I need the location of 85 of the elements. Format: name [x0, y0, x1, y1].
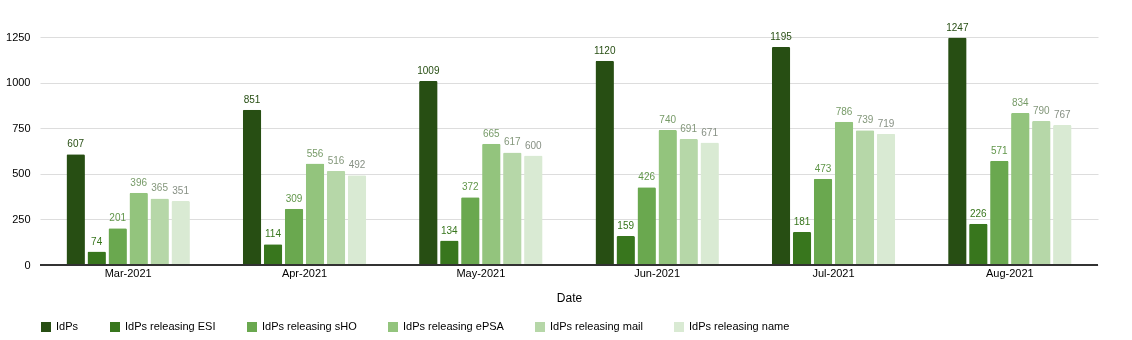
data-label: 426	[638, 171, 656, 183]
data-label: 365	[151, 182, 169, 194]
data-label: 1120	[593, 44, 616, 56]
legend-label: IdPs releasing sHO	[262, 320, 358, 332]
bar	[66, 154, 85, 265]
data-label: 571	[990, 144, 1009, 156]
data-label: 372	[461, 181, 480, 193]
legend-label: IdPs releasing ePSA	[403, 320, 505, 332]
bar	[771, 47, 791, 265]
bar	[990, 160, 1009, 265]
bar	[129, 192, 148, 265]
bar	[305, 163, 325, 265]
y-tick-label: 1250	[6, 30, 31, 43]
bar	[150, 198, 169, 265]
bar	[482, 143, 501, 265]
data-label: 74	[91, 235, 103, 247]
legend-label: IdPs	[56, 320, 79, 332]
data-label: 516	[327, 154, 345, 166]
x-tick-label: Aug-2021	[985, 266, 1034, 279]
bar	[700, 142, 719, 265]
data-label: 492	[348, 159, 366, 171]
bar	[284, 208, 304, 265]
data-label: 556	[306, 147, 324, 159]
y-tick-label: 250	[12, 212, 31, 225]
bar	[503, 152, 522, 265]
data-label: 665	[482, 127, 501, 139]
bar	[595, 60, 614, 265]
data-label: 834	[1011, 96, 1030, 108]
x-tick-label: May-2021	[456, 266, 506, 279]
data-label: 201	[109, 212, 127, 224]
bar	[171, 200, 190, 265]
data-label: 114	[265, 228, 282, 240]
bar	[1053, 125, 1072, 265]
data-label: 600	[524, 139, 543, 151]
data-label: 671	[701, 126, 719, 138]
bar	[1011, 112, 1030, 265]
bar	[948, 37, 967, 265]
y-tick-label: 1000	[6, 76, 31, 89]
bar	[658, 130, 677, 265]
y-tick-label: 500	[12, 167, 31, 180]
bar	[876, 133, 896, 265]
bar	[637, 187, 656, 265]
bar	[461, 197, 480, 265]
x-tick-label: Jul-2021	[812, 266, 855, 279]
x-tick-label: Mar-2021	[104, 266, 152, 279]
bar	[1032, 120, 1051, 265]
bar	[347, 175, 367, 265]
bar	[524, 155, 543, 265]
data-label: 739	[856, 114, 874, 126]
x-tick-label: Apr-2021	[281, 266, 328, 279]
legend-label: IdPs releasing name	[689, 320, 790, 332]
bar	[813, 178, 833, 265]
data-label: 1195	[770, 31, 793, 43]
data-label: 396	[130, 176, 148, 188]
legend-label: IdPs releasing mail	[550, 320, 643, 332]
x-tick-label: Jun-2021	[634, 266, 681, 279]
data-label: 719	[877, 117, 895, 129]
x-axis-title: Date	[556, 290, 583, 305]
data-label: 181	[793, 215, 811, 227]
y-tick-label: 0	[24, 258, 31, 271]
data-label: 134	[441, 224, 459, 236]
data-label: 607	[67, 138, 85, 150]
bar	[792, 231, 812, 265]
bar	[242, 109, 262, 265]
bar	[679, 138, 698, 265]
data-label: 159	[617, 220, 635, 231]
y-tick-label: 750	[12, 121, 31, 134]
data-label: 790	[1032, 104, 1051, 116]
data-label: 351	[172, 184, 190, 196]
data-label: 691	[680, 122, 698, 134]
data-label: 740	[659, 114, 677, 126]
data-label: 1009	[417, 64, 440, 76]
data-label: 617	[503, 136, 522, 148]
bar	[834, 121, 854, 265]
data-label: 786	[835, 105, 853, 117]
bar	[326, 170, 346, 265]
data-label: 226	[970, 207, 988, 219]
data-label: 851	[243, 93, 261, 105]
data-label: 309	[285, 192, 303, 204]
data-label: 473	[814, 162, 832, 174]
data-label: 1247	[946, 21, 969, 33]
legend-label: IdPs releasing ESI	[125, 320, 216, 332]
bar	[855, 130, 875, 265]
data-label: 767	[1053, 109, 1072, 121]
bar	[419, 80, 438, 265]
